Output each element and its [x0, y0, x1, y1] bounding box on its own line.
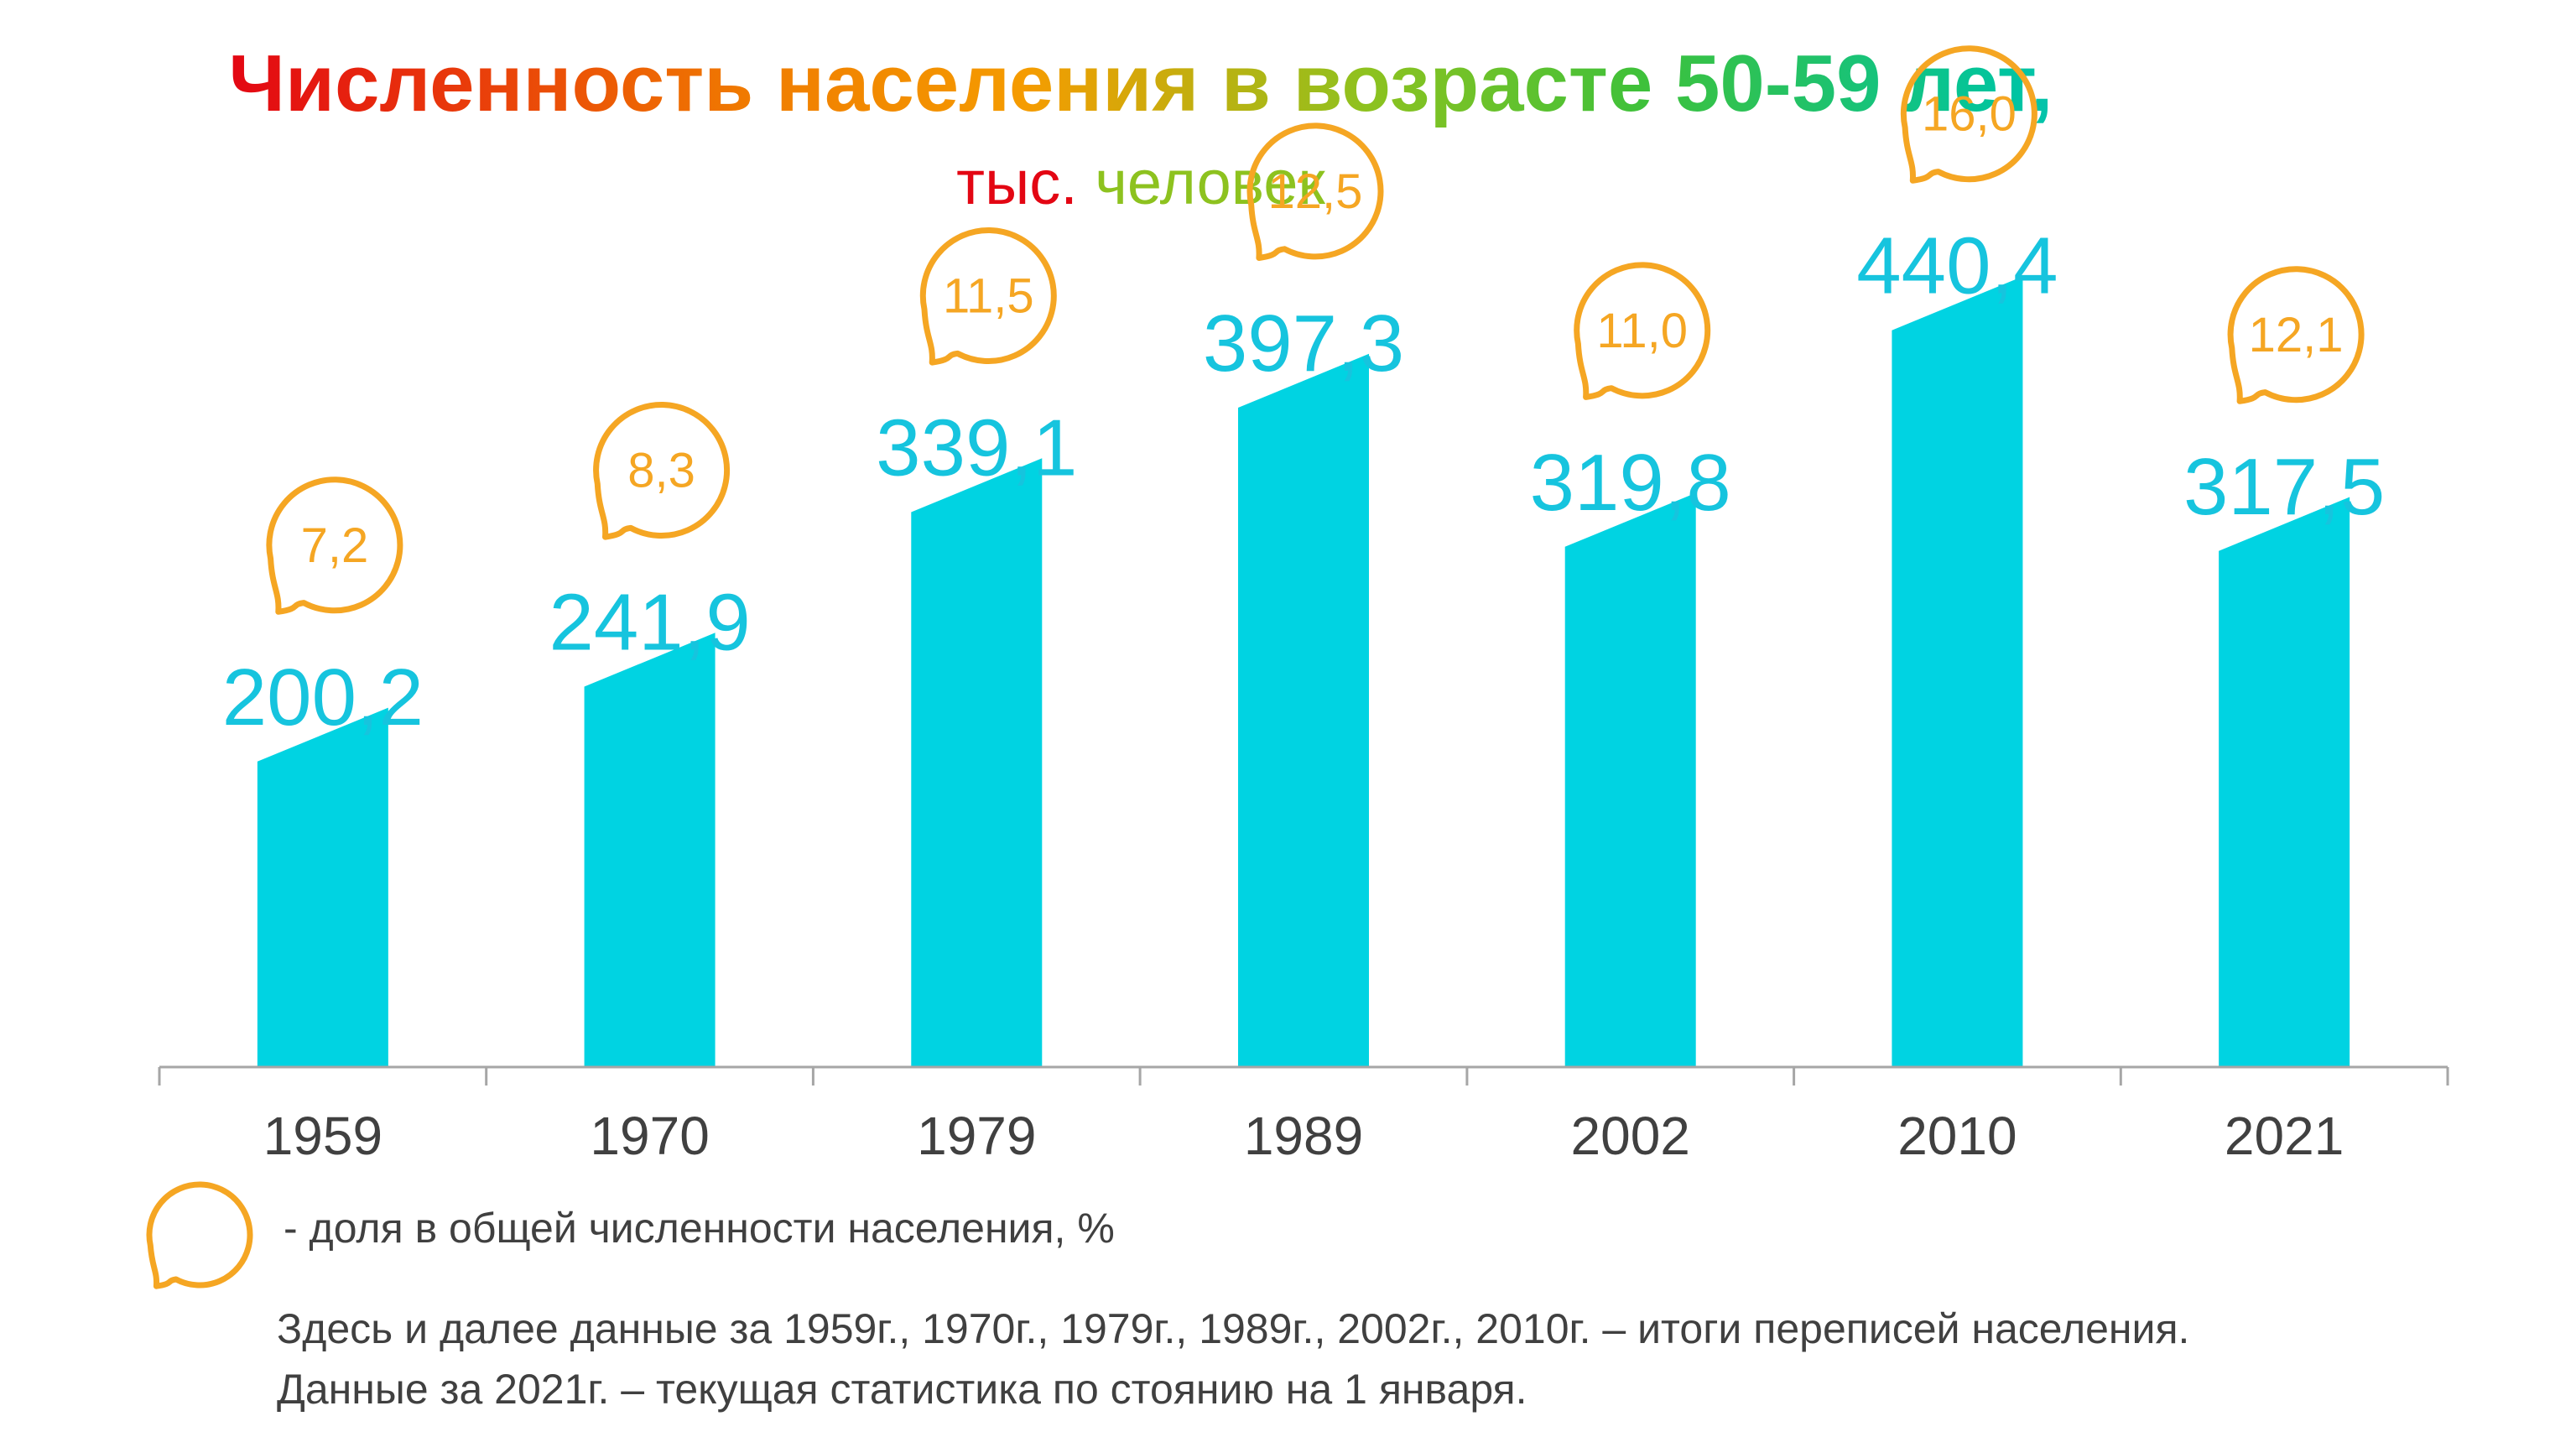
- share-bubble-2002: [1574, 262, 1711, 400]
- value-label-1970: 241,9: [549, 578, 750, 668]
- x-tick-label-1989: 1989: [1244, 1106, 1363, 1166]
- note-line-1: Здесь и далее данные за 1959г., 1970г., …: [277, 1305, 2190, 1352]
- x-tick-label-2010: 2010: [1897, 1106, 2017, 1166]
- bar-2010: [1892, 276, 2023, 1067]
- value-label-1959: 200,2: [222, 653, 424, 742]
- value-label-1989: 397,3: [1203, 299, 1404, 388]
- x-tick-label-2021: 2021: [2225, 1106, 2344, 1166]
- bar-1979: [911, 458, 1043, 1067]
- share-bubbles-group: 7,2 8,3 11,5 12,5 11,0 16,0 12,1: [266, 45, 2365, 615]
- value-label-2010: 440,4: [1856, 221, 2058, 311]
- share-label-2021: 12,1: [2249, 308, 2344, 362]
- value-label-1979: 339,1: [876, 404, 1077, 493]
- x-tick-label-2002: 2002: [1571, 1106, 1690, 1166]
- note-line-2: Данные за 2021г. – текущая статистика по…: [277, 1366, 1527, 1413]
- share-label-1979: 11,5: [943, 269, 1034, 324]
- share-bubble-1970: [593, 402, 731, 540]
- x-tick-label-1959: 1959: [263, 1106, 382, 1166]
- x-axis: 1959 1970 1979 1989 2002 2010 2021: [158, 1065, 2449, 1166]
- subtitle-people: человек: [1095, 148, 1325, 217]
- share-label-2010: 16,0: [1922, 87, 2017, 142]
- x-tick-label-1979: 1979: [917, 1106, 1036, 1166]
- legend-text: - доля в общей численности населения, %: [284, 1205, 1115, 1252]
- bars-group: [257, 276, 2350, 1067]
- share-label-1989: 12,5: [1268, 164, 1363, 219]
- chart-subtitle: тыс. человек: [0, 141, 2282, 225]
- share-label-1970: 8,3: [627, 444, 695, 498]
- share-label-1959: 7,2: [301, 518, 369, 573]
- share-bubble-1979: [919, 227, 1057, 366]
- share-bubble-1959: [266, 476, 403, 615]
- subtitle-unit: тыс.: [956, 148, 1078, 217]
- share-label-2002: 11,0: [1596, 304, 1688, 358]
- bar-1970: [584, 633, 716, 1067]
- value-label-2002: 319,8: [1530, 438, 1731, 528]
- value-label-2021: 317,5: [2183, 442, 2385, 532]
- bar-1959: [257, 707, 388, 1067]
- share-bubble-2021: [2227, 266, 2365, 404]
- chart-title: Численность населения в возрасте 50-59 л…: [0, 34, 2282, 134]
- share-bubble-1989: [1246, 122, 1384, 261]
- bar-2021: [2219, 497, 2350, 1067]
- value-labels-group: 200,2 241,9 339,1 397,3 319,8 440,4 317,5: [222, 221, 2385, 742]
- legend-bubble-shape: [146, 1181, 253, 1289]
- share-bubble-2010: [1900, 45, 2037, 184]
- legend-bubble-icon: [146, 1181, 253, 1289]
- bar-2002: [1564, 492, 1696, 1067]
- bar-1989: [1238, 353, 1369, 1067]
- x-tick-label-1970: 1970: [590, 1106, 709, 1166]
